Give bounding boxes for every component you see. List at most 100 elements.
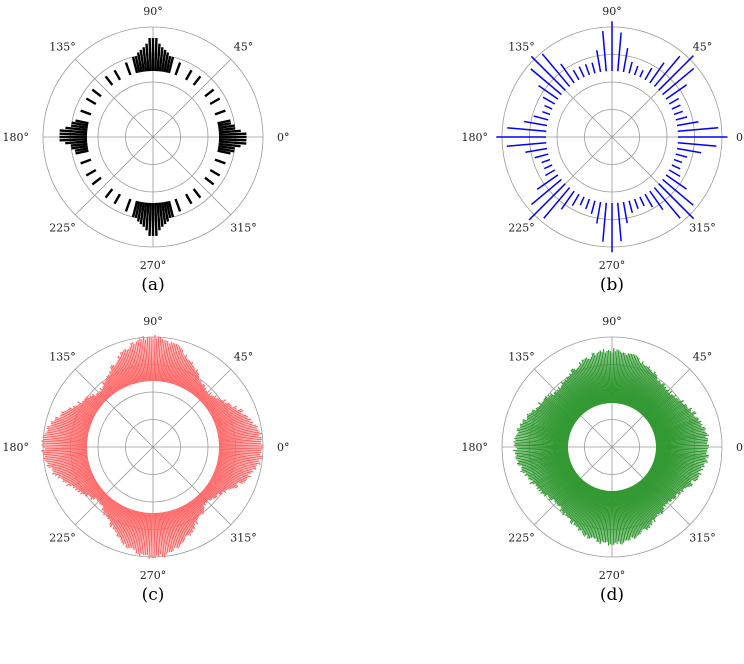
polar-bar [548,474,579,501]
polar-bar [515,436,569,443]
polar-bar [202,395,213,405]
polar-bar [218,440,262,445]
polar-bar [632,371,653,409]
polar-bar [216,464,249,475]
polar-bar [613,349,618,404]
polar-bar [636,379,658,411]
polar-bar [655,451,709,458]
polar-bar [71,124,88,130]
polar-bar [169,346,181,384]
polar-bar [208,401,225,413]
polar-bar [560,381,586,413]
polar-bar [217,147,235,153]
polar-bar [216,463,252,474]
polar-bar [653,416,698,434]
polar-bar [145,202,150,231]
polar-bar [198,494,208,504]
polar-bar [518,431,569,441]
polar-bar [91,176,102,186]
polar-bar [526,418,571,434]
polar-bar [51,421,90,432]
polar-bar [131,56,139,74]
polar-bar [649,62,665,84]
polar-bar [95,395,105,404]
polar-bar [653,420,699,435]
polar-bar [175,354,188,386]
polar-bar [44,452,88,458]
polar-bar [531,410,573,430]
polar-bar [195,496,205,506]
polar-bar [634,484,656,520]
polar-bar [586,489,601,536]
polar-bar [166,511,176,549]
polar-bar [647,472,678,495]
polar-bar [506,142,547,147]
polar-bar [187,502,199,519]
polar-bar [198,390,208,400]
polar-bar [538,84,559,100]
polar-bar [109,503,121,522]
polar-bar [574,486,594,526]
polar-bar [560,385,585,414]
polar-bar [633,371,656,410]
polar-bar [569,485,592,523]
polar-bar [73,405,95,418]
polar-bar [200,492,209,501]
polar-bar [523,120,548,127]
polar-bar [154,202,158,236]
angle-tick-label: 180° [462,131,489,144]
polar-bar [80,109,92,116]
polar-bar [537,467,574,488]
polar-bar [625,361,641,406]
polar-bar [183,368,196,390]
polar-bar [218,433,263,440]
polar-bar [639,196,645,207]
polar-bar [95,490,105,499]
polar-bar [590,200,596,215]
polar-bar [590,489,603,538]
polar-bar [637,380,661,412]
polar-bar [517,447,569,450]
polar-bar [530,178,562,206]
polar-bar [529,464,573,485]
polar-bar [214,109,226,116]
polar-bar [85,97,97,106]
polar-bar [560,190,575,210]
polar-bar [59,132,88,136]
polar-bar [145,43,150,72]
polar-bar [623,489,639,536]
polar-bar [104,380,115,394]
polar-bar [649,469,684,491]
polar-bar [644,394,673,419]
polar-bar [161,512,169,553]
polar-bar [158,512,164,557]
angle-tick-label: 0° [277,441,290,454]
polar-bar [80,158,92,165]
polar-bar [641,478,666,505]
polar-bar [134,343,143,383]
polar-bar [556,391,582,417]
polar-bar [541,469,576,492]
polar-bar [166,343,176,383]
polar-bar [655,439,709,445]
polar-bar [642,478,668,505]
polar-bar [644,193,654,208]
polar-bar [566,379,588,411]
polar-bar [218,448,262,452]
polar-bar [642,389,668,416]
polar-bar [566,483,589,517]
polar-bar [150,337,153,382]
polar-bar [107,502,118,518]
polar-bar [159,340,165,382]
polar-bar [618,490,628,541]
polar-bar [630,366,651,408]
polar-bar [603,490,609,543]
polar-bar [75,149,89,155]
polar-bar [601,490,608,542]
polar-bar [639,480,664,511]
polar-bar [100,390,109,400]
polar-bar [44,447,88,450]
polar-bar [148,202,152,236]
polar-bar [628,487,648,531]
polar-bar [89,487,102,497]
